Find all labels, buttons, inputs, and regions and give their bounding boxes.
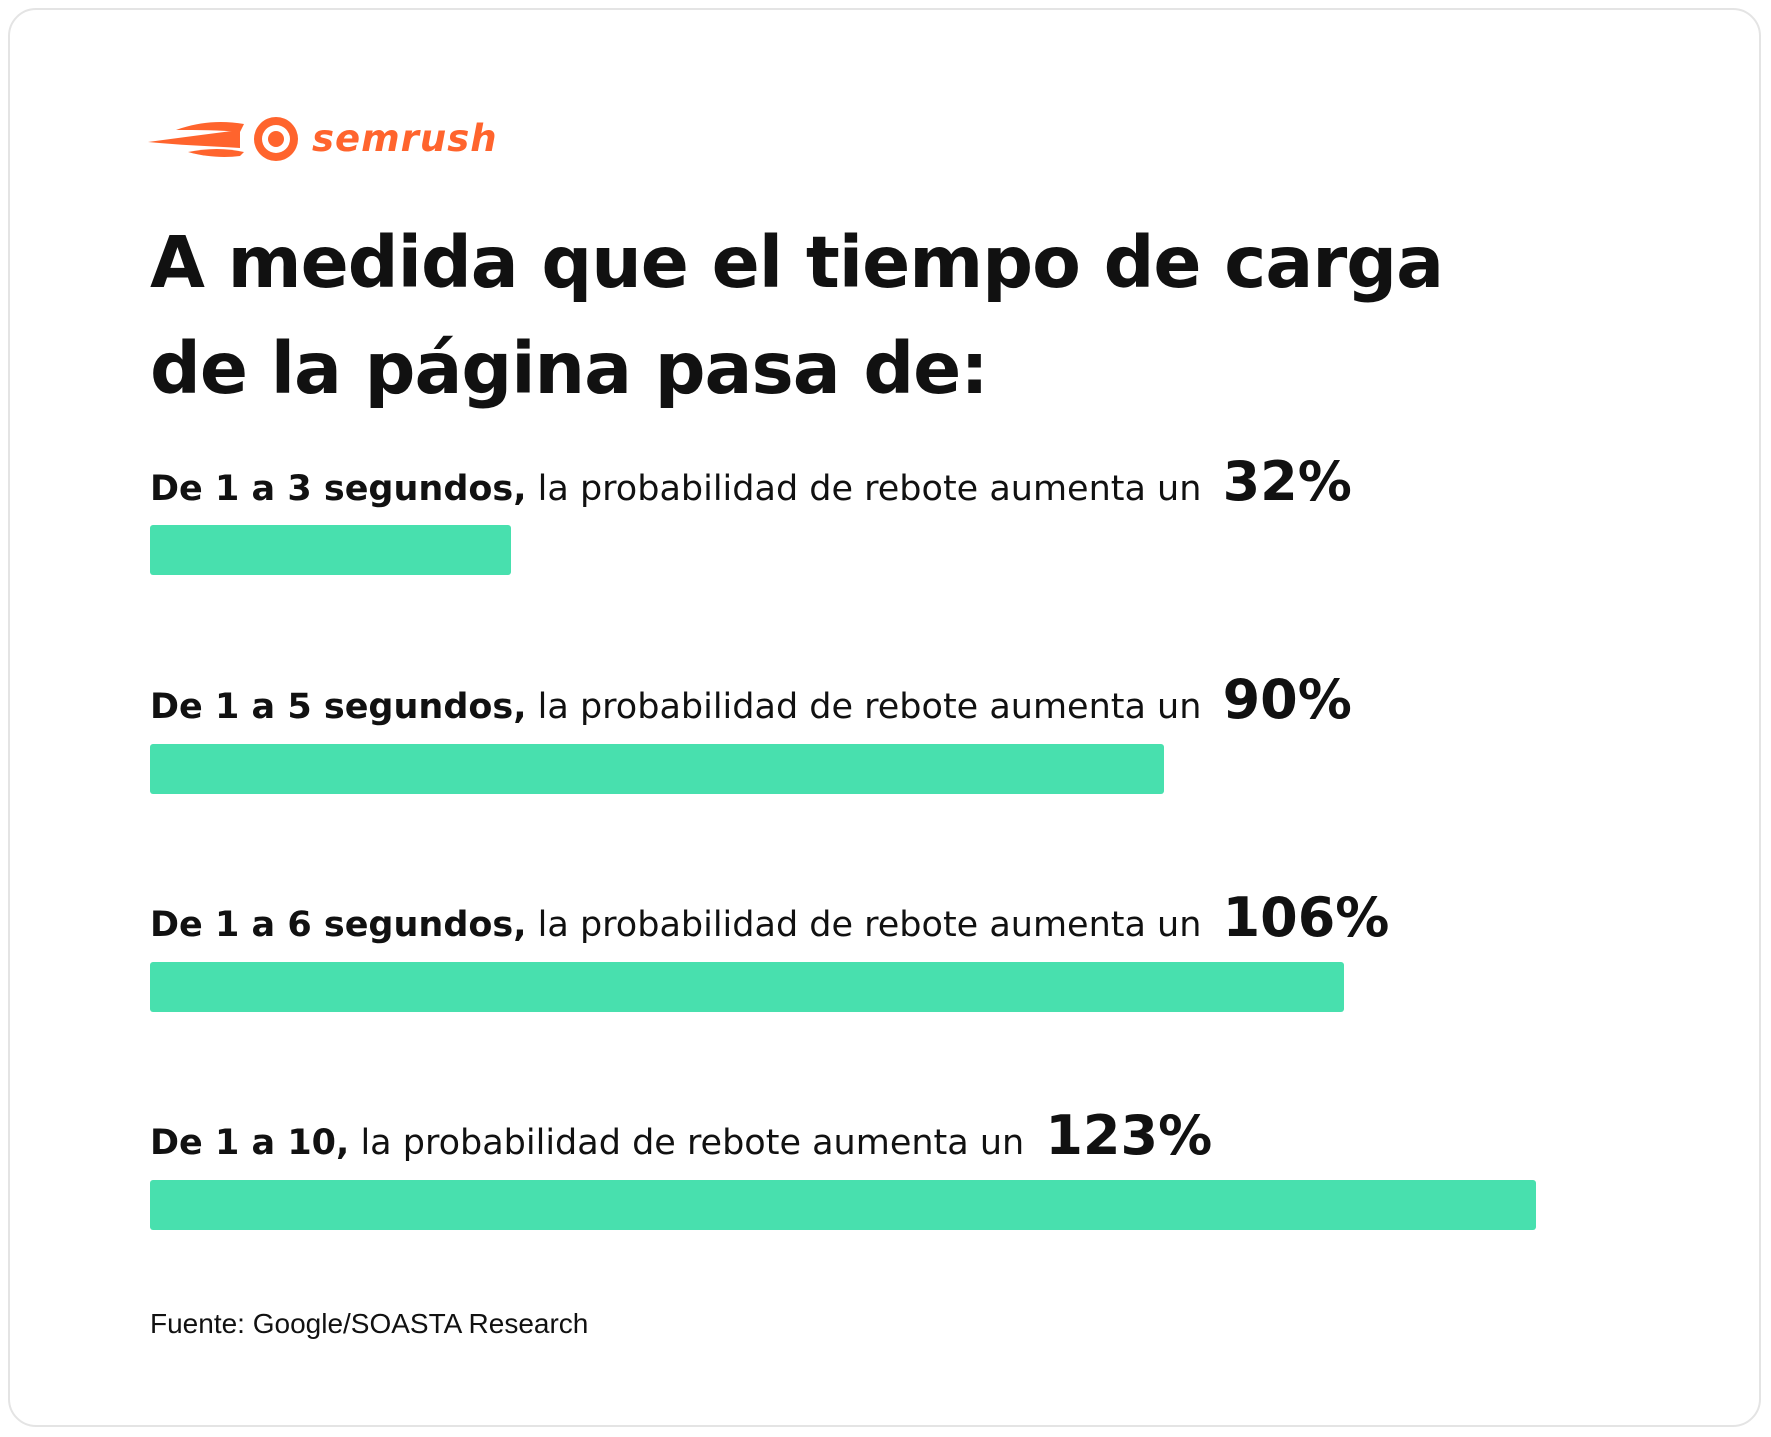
semrush-wordmark: semrush <box>312 117 498 160</box>
row-label-1: De 1 a 3 segundos, la probabilidad de re… <box>150 450 1352 513</box>
title-line-2: de la página pasa de: <box>150 327 989 410</box>
row-label-3: De 1 a 6 segundos, la probabilidad de re… <box>150 886 1389 949</box>
title-line-1: A medida que el tiempo de carga <box>150 221 1444 304</box>
row-lead: De 1 a 5 segundos, <box>150 687 527 727</box>
row-value-label: 90% <box>1222 668 1352 731</box>
row-label-4: De 1 a 10, la probabilidad de rebote aum… <box>150 1104 1212 1167</box>
row-value-label: 123% <box>1045 1104 1213 1167</box>
semrush-logo: semrush <box>148 116 498 162</box>
row-text: la probabilidad de rebote aumenta un <box>526 905 1213 945</box>
row-lead: De 1 a 6 segundos, <box>150 905 527 945</box>
row-lead: De 1 a 10, <box>150 1123 350 1163</box>
row-value-label: 106% <box>1222 886 1390 949</box>
row-value-label: 32% <box>1222 450 1352 513</box>
bar-4 <box>150 1180 1536 1230</box>
row-lead: De 1 a 3 segundos, <box>150 469 527 509</box>
chart-title: A medida que el tiempo de carga de la pá… <box>150 210 1650 422</box>
infographic-card: semrush A medida que el tiempo de carga … <box>8 8 1761 1427</box>
bar-1 <box>150 525 511 575</box>
row-text: la probabilidad de rebote aumenta un <box>349 1123 1036 1163</box>
semrush-fireball-icon <box>148 117 298 161</box>
row-text: la probabilidad de rebote aumenta un <box>526 687 1213 727</box>
row-text: la probabilidad de rebote aumenta un <box>526 469 1213 509</box>
row-label-2: De 1 a 5 segundos, la probabilidad de re… <box>150 668 1352 731</box>
source-note: Fuente: Google/SOASTA Research <box>150 1308 589 1339</box>
bar-2 <box>150 744 1164 794</box>
bar-3 <box>150 962 1344 1012</box>
